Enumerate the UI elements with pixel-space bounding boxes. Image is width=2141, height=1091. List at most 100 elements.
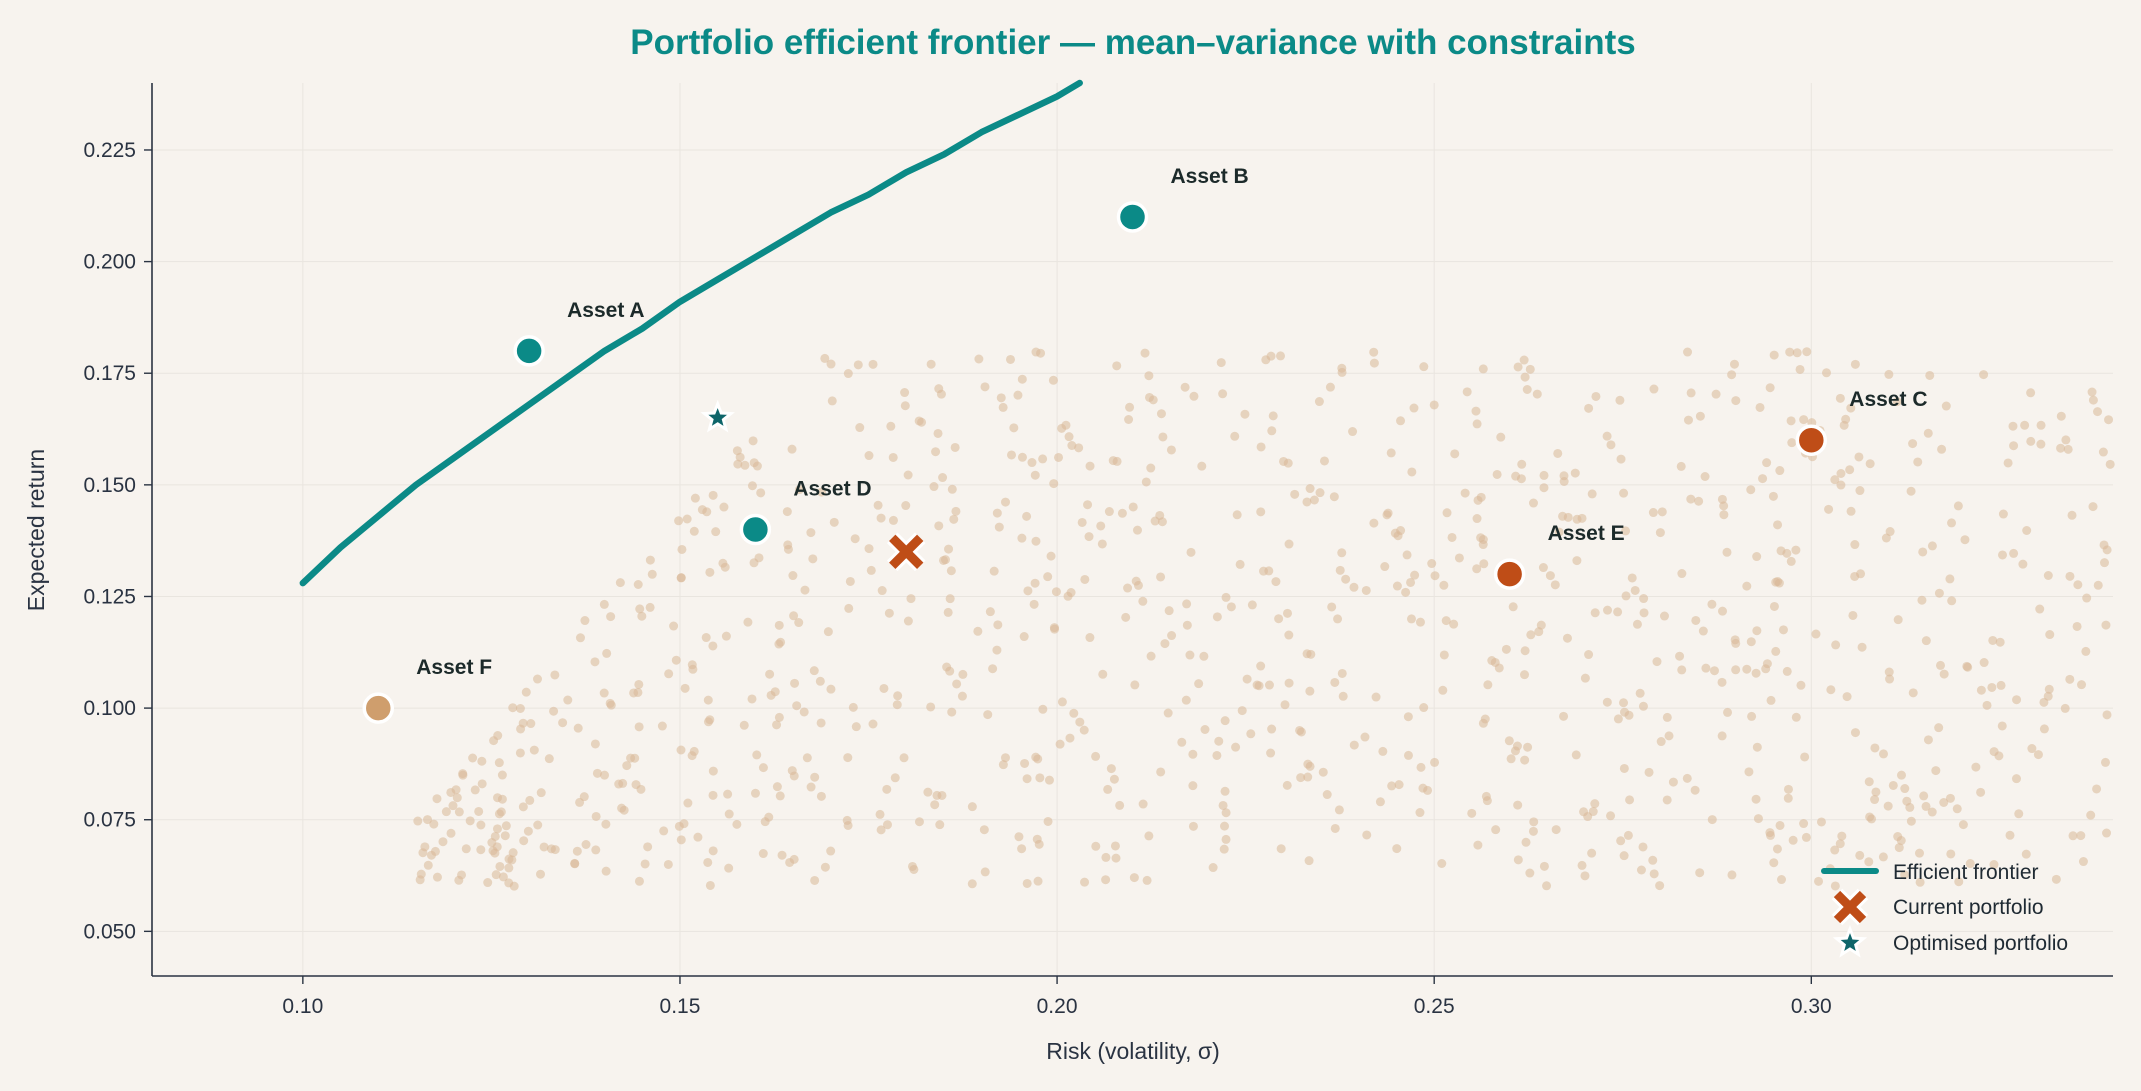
random-portfolio-point [497,770,507,780]
random-portfolio-point [934,384,944,394]
random-portfolio-point [1655,881,1665,891]
random-portfolio-point [708,846,718,856]
random-portfolio-point [1442,508,1452,518]
random-portfolio-point [529,745,539,755]
random-portfolio-point [1559,711,1569,721]
random-portfolio-point [900,388,910,398]
random-portfolio-point [1791,545,1801,555]
random-portfolio-point [497,794,507,804]
random-portfolio-point [1000,753,1010,763]
random-portfolio-point [1027,458,1037,468]
random-portfolio-point [949,514,959,524]
random-portfolio-point [1482,796,1492,806]
random-portfolio-point [935,820,945,830]
random-portfolio-point [500,831,510,841]
random-portfolio-point [815,676,825,686]
current-portfolio-marker [886,532,926,572]
legend-current-x [1831,888,1869,926]
random-portfolio-point [1188,749,1198,759]
random-portfolio-point [1494,663,1504,673]
random-portfolio-point [1276,844,1286,854]
random-portfolio-point [1677,569,1687,579]
legend-current-swatch [1831,888,1869,926]
random-portfolio-point [774,620,784,630]
tick-labels: 0.10 0.15 0.20 0.25 0.30 0.050 0.075 0.100 0.125… [83,139,1831,1018]
random-portfolio-point [749,558,759,568]
random-portfolio-point [2092,784,2102,794]
random-portfolio-point [868,359,878,369]
random-portfolio-point [1676,461,1686,471]
random-portfolio-point [1220,821,1230,831]
random-portfolio-point [1220,786,1230,796]
random-portfolio-point [1799,819,1809,829]
random-portfolio-point [1539,470,1549,480]
random-portfolio-point [1777,875,1787,885]
random-portfolio-point [579,792,589,802]
random-portfolio-point [820,862,830,872]
random-portfolio-point [495,861,505,871]
random-portfolio-point [1337,548,1347,558]
random-portfolio-point [1936,660,1946,670]
random-portfolio-point [1264,680,1274,690]
random-portfolio-point [1439,580,1449,590]
random-portfolio-point [1302,497,1312,507]
random-portfolio-point [1022,511,1032,521]
random-portfolio-point [1529,817,1539,827]
random-portfolio-point [1783,793,1793,803]
random-portfolio-point [934,521,944,531]
random-portfolio-point [743,617,753,627]
legend-optimised-swatch [1832,924,1868,958]
random-portfolio-point [676,745,686,755]
random-portfolio-point [1707,599,1717,609]
random-portfolio-point [1571,750,1581,760]
random-portfolio-point [634,679,644,689]
random-portfolio-point [617,803,627,813]
random-portfolio-point [1686,494,1696,504]
random-portfolio-point [800,585,810,595]
random-portfolio-point [998,402,1008,412]
random-portfolio-point [2012,695,2022,705]
random-portfolio-point [1282,608,1292,618]
random-portfolio-point [1931,766,1941,776]
random-portfolio-point [1034,839,1044,849]
random-portfolio-point [2065,674,2075,684]
random-portfolio-point [2018,559,2028,569]
random-portfolio-point [1570,468,1580,478]
random-portfolio-point [1520,670,1530,680]
random-portfolio-point [2093,407,2103,417]
optimised-portfolio-marker [700,399,735,433]
random-portfolio-point [1655,528,1665,538]
random-portfolio-point [1335,565,1345,575]
random-portfolio-point [996,393,1006,403]
random-portfolio-point [470,785,480,795]
random-portfolio-point [1188,821,1198,831]
random-portfolio-point [980,867,990,877]
random-portfolio-point [1182,599,1192,609]
random-portfolio-point [750,788,760,798]
random-portfolio-point [1778,625,1788,635]
random-portfolio-point [1419,703,1429,713]
random-portfolio-point [1727,370,1737,380]
random-portfolio-point [1988,635,1998,645]
random-portfolio-point [1752,626,1762,636]
random-portfolio-point [2072,621,2082,631]
random-portfolio-point [1616,454,1626,464]
random-portfolio-point [1711,389,1721,399]
random-portfolio-point [1101,852,1111,862]
random-portfolio-point [1694,496,1704,506]
random-portfolio-point [2078,857,2088,867]
random-portfolio-point [1987,682,1997,692]
random-portfolio-point [1519,355,1529,365]
random-portfolio-point [1067,441,1077,451]
random-portfolio-point [645,555,655,565]
random-portfolio-point [806,528,816,538]
random-portfolio-point [1046,551,1056,561]
random-portfolio-point [774,639,784,649]
random-portfolio-point [1796,680,1806,690]
random-portfolio-point [1731,638,1741,648]
random-portfolio-point [816,718,826,728]
y-tick-label: 0.050 [83,920,136,943]
random-portfolio-point [756,488,766,498]
random-portfolio-point [914,416,924,426]
random-portfolio-point [1939,798,1949,808]
